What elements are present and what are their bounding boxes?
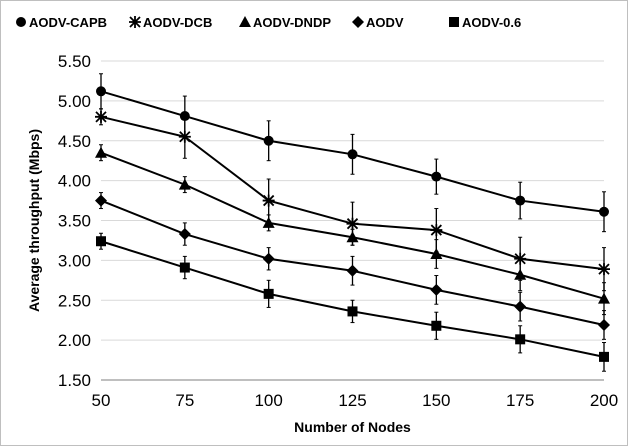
data-point-aodv-dcb-75 — [178, 130, 191, 143]
data-point-aodv-dndp-100 — [262, 216, 275, 228]
x-tick-label-100: 100 — [254, 391, 282, 410]
y-tick-label-4.00: 4.00 — [58, 172, 91, 191]
x-tick-label-75: 75 — [175, 391, 194, 410]
y-tick-label-2.50: 2.50 — [58, 291, 91, 310]
legend-label-aodv-dcb: AODV-DCB — [143, 15, 212, 30]
data-point-aodv-capb-50 — [96, 86, 106, 97]
data-point-aodv-dndp-150 — [430, 247, 443, 259]
data-point-aodv-0-6-150 — [431, 320, 442, 331]
y-tick-label-1.50: 1.50 — [58, 371, 91, 390]
y-tick-label-5.00: 5.00 — [58, 92, 91, 111]
data-point-aodv-0-6-75 — [179, 262, 190, 273]
data-point-aodv-dndp-125 — [346, 231, 359, 243]
x-tick-label-50: 50 — [92, 391, 111, 410]
data-point-aodv-dcb-50 — [95, 110, 107, 123]
legend-marker-aodv-dndp — [239, 16, 251, 27]
legend-marker-aodv-dcb — [129, 16, 141, 28]
x-axis-title: Number of Nodes — [294, 419, 411, 435]
legend-marker-aodv-capb — [16, 17, 26, 27]
data-point-aodv-capb-150 — [431, 171, 442, 182]
x-tick-label-175: 175 — [506, 391, 534, 410]
y-axis-title: Average throughput (Mbps) — [26, 129, 42, 312]
legend-marker-aodv — [352, 16, 364, 28]
data-point-aodv-50 — [95, 194, 107, 207]
data-point-aodv-125 — [346, 264, 359, 277]
data-point-aodv-capb-100 — [263, 135, 274, 146]
data-point-aodv-dcb-200 — [598, 263, 610, 276]
data-point-aodv-200 — [598, 318, 610, 331]
data-point-aodv-dndp-50 — [95, 146, 107, 158]
y-tick-label-5.50: 5.50 — [58, 52, 91, 71]
x-tick-label-150: 150 — [422, 391, 450, 410]
data-point-aodv-capb-200 — [599, 206, 609, 217]
x-tick-label-200: 200 — [590, 391, 618, 410]
data-point-aodv-dndp-175 — [514, 268, 527, 280]
data-point-aodv-0-6-175 — [515, 334, 526, 345]
data-point-aodv-0-6-200 — [599, 351, 609, 362]
data-point-aodv-175 — [514, 300, 527, 313]
data-point-aodv-dcb-125 — [346, 217, 359, 230]
data-point-aodv-dndp-75 — [178, 178, 191, 190]
legend-label-aodv-0-6: AODV-0.6 — [462, 15, 521, 30]
data-point-aodv-0-6-100 — [263, 288, 274, 299]
x-tick-label-125: 125 — [338, 391, 366, 410]
data-point-aodv-dcb-100 — [262, 194, 275, 207]
legend-marker-aodv-0-6 — [449, 17, 459, 27]
data-point-aodv-capb-175 — [515, 195, 526, 206]
y-tick-label-2.00: 2.00 — [58, 331, 91, 350]
data-point-aodv-0-6-50 — [96, 236, 106, 247]
data-point-aodv-dcb-150 — [430, 224, 443, 237]
data-point-aodv-dndp-200 — [598, 292, 610, 304]
legend-label-aodv: AODV — [366, 15, 404, 30]
y-tick-label-4.50: 4.50 — [58, 132, 91, 151]
data-point-aodv-75 — [178, 228, 191, 241]
y-tick-label-3.50: 3.50 — [58, 212, 91, 231]
data-point-aodv-0-6-125 — [347, 306, 358, 317]
data-point-aodv-150 — [430, 283, 443, 296]
data-point-aodv-capb-125 — [347, 149, 358, 160]
data-point-aodv-100 — [262, 252, 275, 265]
legend-label-aodv-capb: AODV-CAPB — [29, 15, 107, 30]
y-tick-label-3.00: 3.00 — [58, 251, 91, 270]
legend-label-aodv-dndp: AODV-DNDP — [253, 15, 331, 30]
